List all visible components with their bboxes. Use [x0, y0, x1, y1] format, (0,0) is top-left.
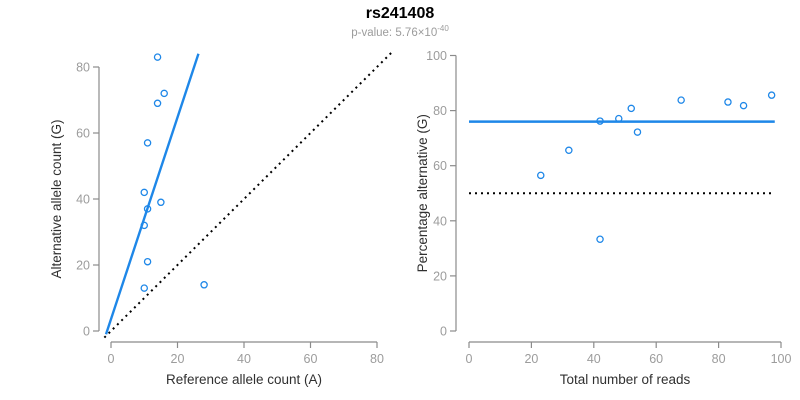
- data-point: [739, 101, 748, 110]
- data-point: [615, 114, 623, 123]
- data-point: [153, 53, 162, 61]
- y-tick-label: 20: [76, 259, 90, 273]
- data-point: [596, 235, 604, 244]
- x-tick-label: 80: [370, 352, 384, 366]
- y-tick-label: 100: [426, 49, 447, 63]
- y-tick-label: 0: [440, 325, 447, 339]
- data-point: [627, 104, 635, 113]
- data-point: [143, 139, 152, 147]
- x-tick-label: 40: [587, 352, 601, 366]
- chart-header: rs241408 p-value: 5.76×10-40: [0, 5, 800, 39]
- data-point: [565, 146, 573, 155]
- p-value-subtitle: p-value: 5.76×10-40: [0, 23, 800, 39]
- y-tick-label: 0: [83, 325, 90, 339]
- y-axis-label: Percentage alternative (G): [415, 114, 430, 272]
- y-axis-label: Alternative allele count (G): [49, 119, 64, 278]
- data-point: [537, 171, 545, 180]
- x-tick-label: 60: [304, 352, 318, 366]
- data-point: [153, 99, 162, 108]
- p-value-exponent: -40: [437, 23, 449, 33]
- x-tick-label: 0: [466, 352, 473, 366]
- data-point: [140, 221, 148, 230]
- y-tick-label: 20: [433, 269, 447, 283]
- data-point: [143, 205, 152, 213]
- scatter-plot-percentage-vs-coverage: 0 20 40 60 80 100 0 20 40 60 80 100 Total number of …: [415, 49, 791, 387]
- y-tick-label: 40: [433, 214, 447, 228]
- data-point: [724, 98, 732, 106]
- data-point: [596, 117, 604, 125]
- data-point: [157, 198, 165, 207]
- data-point: [677, 96, 685, 104]
- data-point: [143, 257, 152, 266]
- x-tick-label: 20: [524, 352, 538, 366]
- data-point: [160, 89, 168, 98]
- data-point: [200, 281, 208, 289]
- x-tick-label: 100: [771, 352, 792, 366]
- x-axis-label: Total number of reads: [560, 372, 691, 387]
- x-tick-label: 60: [649, 352, 663, 366]
- y-tick-label: 60: [76, 127, 90, 141]
- p-value-text: p-value: 5.76×10: [351, 26, 438, 39]
- data-point: [767, 91, 776, 99]
- y-tick-label: 40: [76, 193, 90, 207]
- scatter-plot-allele-counts: 0 20 40 60 80 0 20 40 60 80 Reference allele count…: [49, 51, 393, 387]
- x-tick-label: 0: [108, 352, 115, 366]
- data-point: [633, 128, 642, 136]
- x-axis-label: Reference allele count (A): [166, 372, 322, 387]
- x-tick-label: 40: [237, 352, 251, 366]
- data-point: [140, 188, 148, 197]
- fit-line: [104, 53, 200, 335]
- x-tick-label: 20: [171, 352, 185, 366]
- y-tick-label: 80: [76, 61, 90, 75]
- y-tick-label: 80: [433, 104, 447, 118]
- y-tick-label: 60: [433, 159, 447, 173]
- x-tick-label: 80: [712, 352, 726, 366]
- chart-title: rs241408: [365, 5, 435, 22]
- identity-line: [103, 51, 393, 339]
- data-point: [140, 284, 148, 292]
